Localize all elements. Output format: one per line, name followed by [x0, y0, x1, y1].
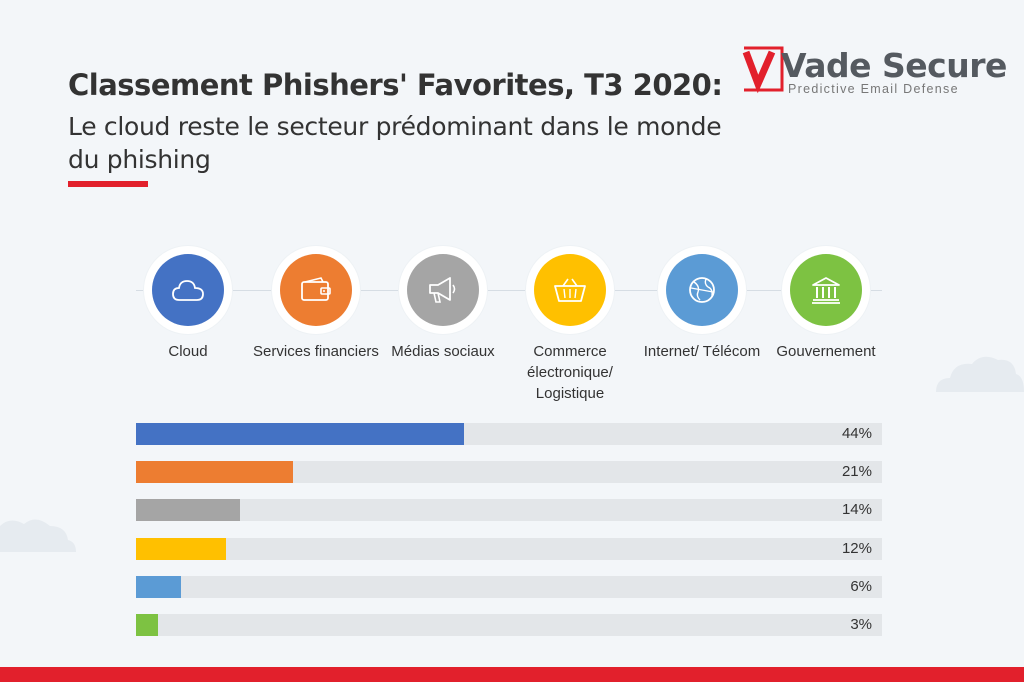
wallet-icon	[280, 254, 352, 326]
bar	[136, 614, 159, 636]
bar-value-label: 44%	[841, 425, 872, 442]
bar-value-label: 14%	[841, 501, 872, 519]
decorative-cloud-right	[936, 356, 1024, 392]
category-government: Gouvernement	[752, 246, 900, 362]
bar-track: 44%	[136, 423, 882, 445]
logo-check-mark-icon	[742, 46, 784, 94]
category-label: Internet/ Télécom	[643, 343, 761, 360]
bar-value-label: 6%	[850, 577, 872, 595]
bar	[136, 499, 241, 522]
bar	[136, 575, 181, 598]
megaphone-icon	[407, 254, 479, 326]
globe-icon	[666, 254, 738, 326]
category-social-media: Médias sociaux	[369, 246, 517, 362]
bar-value-label: 12%	[841, 539, 872, 557]
category-label: Cloud	[168, 343, 208, 360]
bar-track: 3%	[136, 614, 882, 636]
footer-accent-bar	[0, 667, 1024, 682]
category-cloud: Cloud	[114, 246, 262, 362]
bar	[136, 461, 293, 484]
icon-ring	[144, 246, 232, 334]
title-accent-line	[68, 181, 148, 187]
category-ecommerce-logistics: Commerce électronique/ Logistique	[496, 246, 644, 404]
icon-ring	[272, 246, 360, 334]
category-financial-services: Services financiers	[242, 246, 390, 362]
page-title: Classement Phishers' Favorites, T3 2020:	[68, 68, 723, 102]
basket-icon	[534, 254, 606, 326]
bar-track: 14%	[136, 499, 882, 522]
vade-secure-logo: Vade Secure Predictive Email Defense	[742, 42, 1007, 102]
bar-track: 12%	[136, 537, 882, 560]
decorative-cloud-left	[0, 519, 76, 552]
category-label: Services financiers	[253, 343, 379, 360]
bar	[136, 537, 226, 560]
bar-value-label: 21%	[841, 463, 872, 481]
page-subtitle: Le cloud reste le secteur prédominant da…	[68, 112, 722, 174]
logo-name: Vade Secure	[781, 46, 1007, 85]
category-internet-telecom: Internet/ Télécom	[628, 246, 776, 362]
category-label: Gouvernement	[776, 343, 876, 360]
logo-tagline: Predictive Email Defense	[788, 82, 959, 96]
government-building-icon	[790, 254, 862, 326]
category-label: Commerce électronique/ Logistique	[527, 343, 613, 402]
icon-ring	[399, 246, 487, 334]
icon-connector-line	[136, 290, 882, 291]
icon-ring	[526, 246, 614, 334]
icon-ring	[658, 246, 746, 334]
cloud-icon	[152, 254, 224, 326]
bar-track: 6%	[136, 575, 882, 598]
category-label: Médias sociaux	[391, 343, 495, 360]
bar-track: 21%	[136, 461, 882, 484]
icon-ring	[782, 246, 870, 334]
bar	[136, 423, 465, 445]
bar-value-label: 3%	[850, 616, 872, 633]
